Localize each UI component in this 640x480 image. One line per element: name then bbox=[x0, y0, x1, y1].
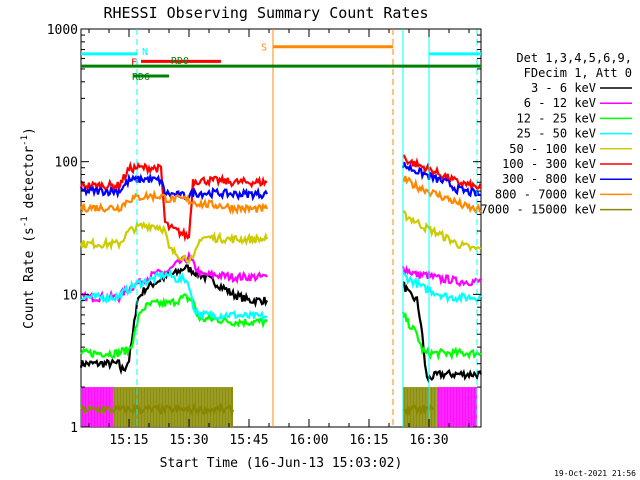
series-50-100-kev-segment-0 bbox=[79, 220, 269, 264]
series-12-25-kev-segment-1 bbox=[401, 311, 482, 362]
legend-label-300-800-kev: 300 - 800 keV bbox=[502, 172, 596, 186]
legend: Det 1,3,4,5,6,9, FDecim 1, Att 0 3 - 6 k… bbox=[480, 51, 632, 217]
series-50-100-kev-segment-1 bbox=[402, 210, 482, 253]
series-300-800-kev-segment-0 bbox=[79, 172, 268, 202]
y-axis-label-mid: detector bbox=[22, 146, 37, 217]
flag-label-s: S bbox=[261, 43, 267, 54]
y-tick-label-100: 100 bbox=[55, 156, 78, 171]
series-25-50-kev-segment-0 bbox=[80, 268, 268, 323]
series-6-12-kev-segment-1 bbox=[401, 264, 482, 288]
flag-label-rd6: RD6 bbox=[132, 72, 150, 83]
bottom-band-3 bbox=[437, 387, 477, 427]
bottom-band-1 bbox=[113, 387, 233, 427]
x-axis-label: Start Time (16-Jun-13 15:03:02) bbox=[160, 456, 403, 471]
series-3-6-kev-segment-0 bbox=[79, 264, 269, 376]
legend-label-12-25-kev: 12 - 25 keV bbox=[517, 111, 596, 125]
series-group bbox=[79, 154, 482, 418]
vertical-marker-group bbox=[136, 29, 478, 427]
bottom-band-group bbox=[80, 387, 477, 427]
y-axis-label-end: ) bbox=[22, 127, 37, 135]
series-3-6-kev-segment-1 bbox=[402, 281, 482, 383]
series-100-300-kev-segment-0 bbox=[79, 160, 268, 243]
series-7000-15000-kev-segment-1 bbox=[402, 404, 434, 418]
series-300-800-kev-segment-1 bbox=[401, 161, 482, 198]
x-tick-label-15-15: 15:15 bbox=[109, 433, 148, 448]
series-12-25-kev-segment-0 bbox=[80, 293, 268, 359]
legend-label-3-6-kev: 3 - 6 keV bbox=[531, 81, 596, 95]
series-7000-15000-kev-segment-0 bbox=[79, 402, 235, 418]
legend-label-50-100-kev: 50 - 100 keV bbox=[509, 142, 596, 156]
legend-header-line-2: FDecim 1, Att 0 bbox=[524, 66, 632, 80]
y-axis-label-sup2: -1 bbox=[20, 135, 30, 146]
legend-header-line-1: Det 1,3,4,5,6,9, bbox=[516, 51, 632, 65]
legend-label-100-300-kev: 100 - 300 keV bbox=[502, 157, 596, 171]
axis-group: 15:15 15:30 15:45 16:00 16:15 16:30 1 10 100 1000 bbox=[47, 23, 481, 448]
series-25-50-kev-segment-1 bbox=[402, 271, 482, 304]
y-tick-label-1000: 1000 bbox=[47, 23, 78, 38]
x-tick-label-16-15: 16:15 bbox=[349, 433, 388, 448]
chart-title: RHESSI Observing Summary Count Rates bbox=[103, 4, 428, 22]
x-tick-label-15-30: 15:30 bbox=[169, 433, 208, 448]
flag-bar-group: NF RD0 RD6 S bbox=[81, 43, 481, 83]
flag-label-f: F bbox=[131, 57, 137, 68]
y-tick-label-1: 1 bbox=[70, 421, 78, 436]
x-tick-label-16-30: 16:30 bbox=[409, 433, 448, 448]
plot-frame bbox=[80, 28, 482, 428]
render-timestamp: 19-Oct-2021 21:56 bbox=[554, 469, 636, 478]
y-axis-label-main: Count Rate (s bbox=[22, 227, 37, 329]
y-axis-label-sup1: -1 bbox=[20, 216, 30, 227]
x-tick-label-16-00: 16:00 bbox=[289, 433, 328, 448]
legend-label-25-50-kev: 25 - 50 keV bbox=[517, 127, 596, 141]
x-tick-label-15-45: 15:45 bbox=[229, 433, 268, 448]
y-axis-label: Count Rate (s-1 detector-1) bbox=[20, 127, 37, 329]
legend-label-6-12-kev: 6 - 12 keV bbox=[524, 96, 596, 110]
series-800-7000-kev-segment-1 bbox=[402, 175, 482, 215]
series-100-300-kev-segment-1 bbox=[402, 154, 482, 191]
flag-label-rd0: RD0 bbox=[171, 56, 189, 67]
y-tick-label-10: 10 bbox=[62, 288, 78, 303]
series-800-7000-kev-segment-0 bbox=[79, 189, 269, 216]
legend-label-7000-15000-kev: 7000 - 15000 keV bbox=[480, 203, 596, 217]
legend-label-800-7000-kev: 800 - 7000 keV bbox=[495, 187, 596, 201]
flag-label-n: N bbox=[142, 47, 148, 58]
